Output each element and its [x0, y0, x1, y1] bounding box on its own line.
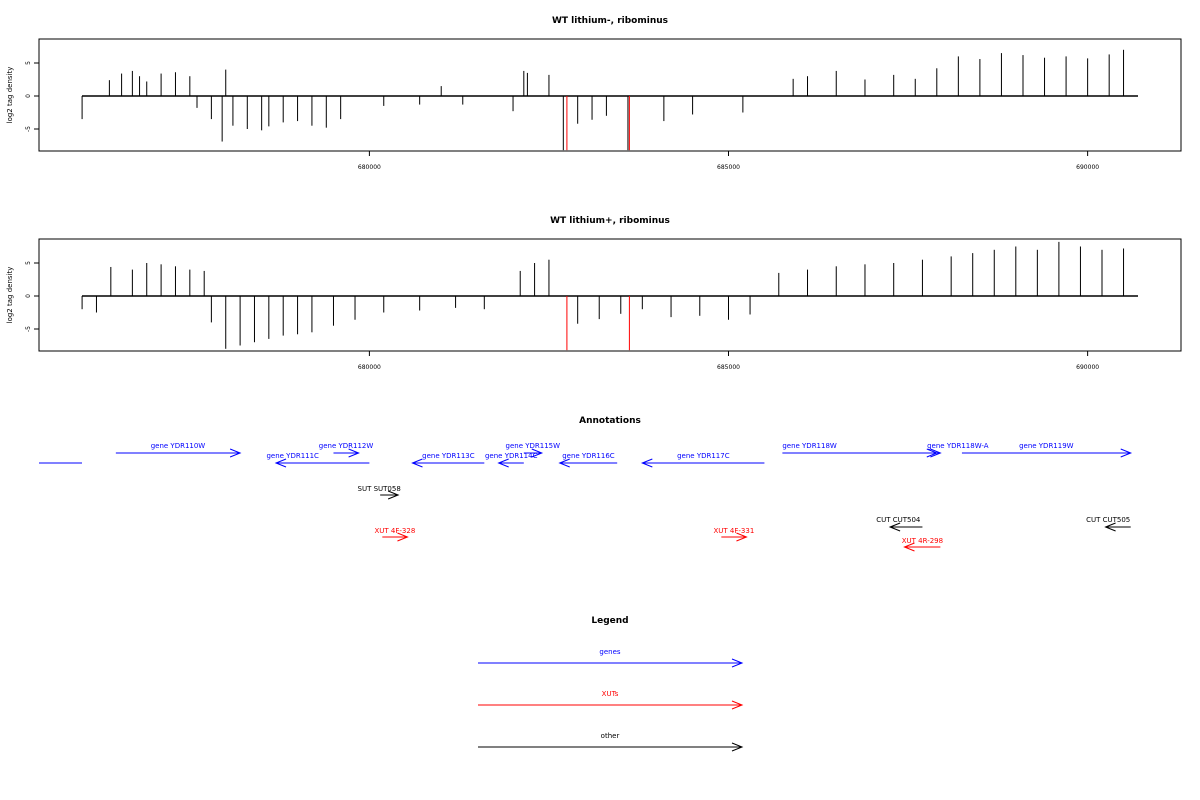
arrow-head: [888, 522, 901, 532]
annotation-label: CUT CUT504: [876, 516, 921, 524]
annotation-label: gene YDR112W: [319, 442, 374, 450]
x-tick-label: 680000: [358, 164, 381, 171]
y-tick-label: -5: [25, 126, 32, 132]
plot-frame: [38, 38, 1182, 152]
arrow-head: [348, 448, 360, 458]
annotation-label: gene YDR118W-A: [927, 442, 989, 450]
annotation-label: gene YDR118W: [782, 442, 837, 450]
arrow-head: [640, 458, 653, 468]
annotation-label: XUT 4F-328: [374, 527, 415, 535]
track-title: WT lithium+, ribominus: [550, 216, 670, 226]
x-tick-label: 685000: [717, 364, 740, 371]
annotation-label: XUT 4R-298: [902, 537, 943, 545]
annotation-label: gene YDR113C: [422, 452, 475, 460]
annotation-label: gene YDR111C: [266, 452, 319, 460]
annotation-arrow: gene YDR111C: [266, 452, 370, 468]
arrow-head: [731, 742, 744, 752]
arrow-head: [387, 490, 400, 500]
annotation-label: gene YDR114C: [485, 452, 538, 460]
arrow-head: [497, 458, 509, 468]
legend-item-other: other: [478, 732, 744, 752]
legend-label: genes: [599, 648, 620, 656]
arrow-head: [736, 532, 748, 542]
annotations-title: Annotations: [579, 416, 641, 426]
legend-item-xut: XUTs: [478, 690, 744, 710]
annotation-label: XUT 4F-331: [713, 527, 754, 535]
arrow-head: [1120, 448, 1133, 458]
track-title: WT lithium-, ribominus: [552, 16, 668, 26]
x-axis: 680000 685000 690000: [358, 351, 1099, 371]
annotation-label: SUT SUT058: [358, 485, 401, 493]
annotation-arrow: XUT 4F-328: [374, 527, 415, 542]
arrow-head: [531, 448, 544, 458]
annotation-arrow: gene YDR118W: [782, 442, 939, 458]
arrow-head: [558, 458, 570, 468]
series-0: [81, 241, 1125, 349]
y-axis: -5 0 5: [25, 261, 39, 332]
track-wt-lithium-plus: WT lithium+, ribominus log2 tag density …: [6, 216, 1182, 371]
annotation-arrow: XUT 4F-331: [713, 527, 754, 542]
arrow-head: [274, 458, 287, 468]
y-axis: -5 0 5: [25, 61, 39, 132]
x-tick-label: 685000: [717, 164, 740, 171]
annotation-label: gene YDR116C: [562, 452, 615, 460]
y-tick-label: 5: [25, 61, 32, 65]
annotation-label: gene YDR110W: [151, 442, 206, 450]
annotation-arrow: CUT CUT505: [1086, 516, 1131, 532]
arrow-head: [229, 448, 242, 458]
arrow-head: [731, 658, 744, 668]
arrow-head: [903, 542, 915, 552]
annotation-arrow: gene YDR116C: [558, 452, 618, 468]
annotation-arrow: gene YDR113C: [411, 452, 485, 468]
y-tick-label: 5: [25, 261, 32, 265]
annotation-label: gene YDR117C: [677, 452, 730, 460]
x-tick-label: 680000: [358, 364, 381, 371]
annotation-arrow: gene YDR117C: [640, 452, 765, 468]
y-tick-label: -5: [25, 326, 32, 332]
arrow-head: [1104, 522, 1116, 532]
y-tick-label: 0: [25, 294, 32, 298]
annotation-label: gene YDR115W: [506, 442, 561, 450]
annotation-arrow: gene YDR110W: [115, 442, 242, 458]
arrow-head: [930, 448, 942, 458]
annotation-arrow: SUT SUT058: [358, 485, 401, 500]
annotation-label: CUT CUT505: [1086, 516, 1130, 524]
series-1: [566, 96, 630, 151]
legend-item-gene: genes: [478, 648, 744, 668]
legend-label: other: [601, 732, 620, 740]
legend-items: genes XUTs other: [478, 648, 744, 752]
annotation-arrow: gene YDR118W-A: [915, 442, 989, 458]
arrow-head: [411, 458, 423, 468]
y-axis-label: log2 tag density: [6, 67, 14, 124]
track-bars: [81, 49, 1125, 151]
legend: Legend genes XUTs other: [478, 616, 744, 752]
arrow-head: [731, 700, 744, 710]
arrow-head: [397, 532, 409, 542]
plot-frame: [38, 238, 1182, 352]
annotation-arrow: gene YDR119W: [961, 442, 1133, 458]
annotation-arrow: XUT 4R-298: [902, 537, 943, 552]
series-1: [566, 296, 630, 351]
track-wt-lithium-minus: WT lithium-, ribominus log2 tag density …: [6, 16, 1182, 171]
series-0: [81, 49, 1125, 151]
annotation-arrow: CUT CUT504: [876, 516, 923, 532]
x-tick-label: 690000: [1076, 164, 1099, 171]
annotation-arrow: gene YDR114C: [485, 452, 538, 468]
y-axis-label: log2 tag density: [6, 267, 14, 324]
annotation-arrow: gene YDR112W: [319, 442, 374, 458]
y-tick-label: 0: [25, 94, 32, 98]
annotation-arrow: gene YDR115W: [506, 442, 561, 458]
legend-label: XUTs: [602, 690, 619, 698]
legend-title: Legend: [591, 616, 628, 626]
track-bars: [81, 241, 1125, 351]
x-tick-label: 690000: [1076, 364, 1099, 371]
x-axis: 680000 685000 690000: [358, 151, 1099, 171]
annotation-label: gene YDR119W: [1019, 442, 1074, 450]
